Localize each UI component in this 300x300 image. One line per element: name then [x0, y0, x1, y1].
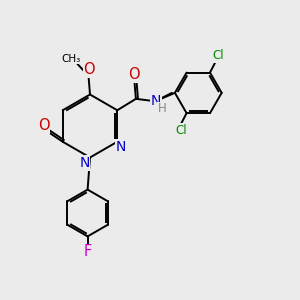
Text: N: N: [80, 156, 90, 170]
Text: O: O: [83, 62, 95, 77]
Text: Cl: Cl: [176, 124, 187, 137]
Text: O: O: [129, 68, 140, 82]
Text: Cl: Cl: [213, 49, 224, 62]
Text: F: F: [83, 244, 92, 260]
Text: O: O: [38, 118, 49, 133]
Text: CH₃: CH₃: [61, 54, 80, 64]
Text: H: H: [158, 102, 166, 115]
Text: N: N: [151, 94, 161, 108]
Text: N: N: [116, 140, 126, 154]
